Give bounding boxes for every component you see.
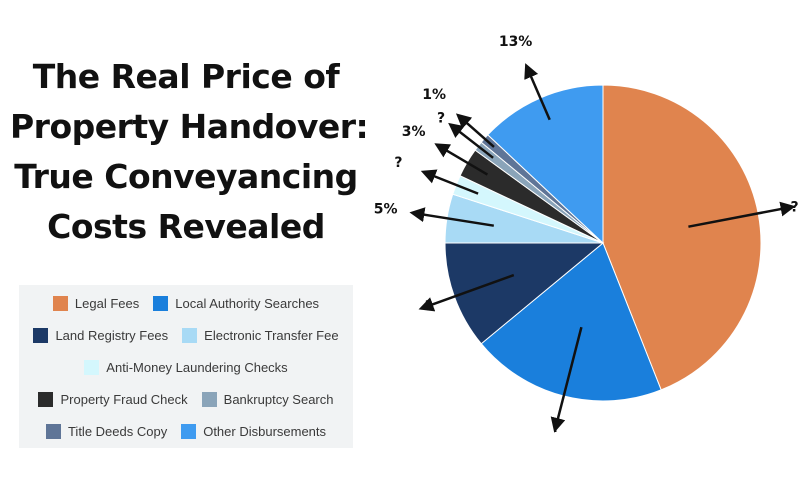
- legend-label: Anti-Money Laundering Checks: [106, 359, 288, 375]
- legend-item: Property Fraud Check: [38, 391, 188, 407]
- legend-item: Electronic Transfer Fee: [182, 327, 339, 343]
- callout-arrow-electronic-transfer-fee: [409, 207, 494, 227]
- legend-swatch: [84, 359, 100, 375]
- legend-swatch: [201, 391, 217, 407]
- legend-label: Electronic Transfer Fee: [204, 327, 339, 343]
- legend-item: Bankruptcy Search: [201, 391, 334, 407]
- legend-item: Other Disbursements: [181, 423, 327, 439]
- callout-arrow-anti-money-laundering-checks: [420, 169, 479, 195]
- title-line-4: Costs Revealed: [47, 207, 325, 246]
- callout-arrow-bankruptcy-search: [448, 122, 494, 159]
- title-line-3: True Conveyancing: [14, 157, 358, 196]
- legend-swatch: [38, 391, 54, 407]
- legend-label: Land Registry Fees: [55, 327, 169, 343]
- legend-row: Land Registry Fees Electronic Transfer Fe…: [19, 326, 353, 344]
- legend-row: Legal Fees Local Authority Searches: [19, 294, 353, 312]
- legend-swatch: [182, 327, 198, 343]
- legend-label: Other Disbursements: [203, 423, 327, 439]
- callout-arrow-local-authority-searches: [550, 326, 583, 433]
- legend-label: Local Authority Searches: [175, 295, 320, 311]
- callout-label-property-fraud-check: 3%: [402, 124, 426, 140]
- chart-title: The Real Price of Property Handover: Tru…: [10, 52, 369, 252]
- legend-swatch: [52, 295, 68, 311]
- legend-item: Land Registry Fees: [33, 327, 169, 343]
- callout-label-land-registry-fees: ?: [425, 299, 433, 315]
- legend-swatch: [181, 423, 197, 439]
- callout-label-bankruptcy-search: ?: [437, 110, 445, 126]
- legend-item: Title Deeds Copy: [45, 423, 168, 439]
- callout-label-other-disbursements: 13%: [499, 34, 533, 50]
- legend-item: Local Authority Searches: [153, 295, 320, 311]
- callout-arrow-title-deeds-copy: [455, 113, 495, 148]
- legend-item: Anti-Money Laundering Checks: [84, 359, 288, 375]
- callout-label-anti-money-laundering-checks: ?: [394, 155, 402, 171]
- title-line-2: Property Handover:: [10, 107, 369, 146]
- legend-label: Property Fraud Check: [60, 391, 188, 407]
- callout-arrow-other-disbursements: [524, 63, 551, 121]
- legend-label: Legal Fees: [74, 295, 140, 311]
- chart-legend: Legal Fees Local Authority Searches Land R…: [19, 285, 353, 448]
- callout-label-local-authority-searches: ?: [552, 420, 560, 436]
- legend-swatch: [153, 295, 169, 311]
- callout-arrow-land-registry-fees: [418, 273, 515, 312]
- callout-arrow-legal-fees: [688, 201, 796, 228]
- legend-row: Title Deeds Copy Other Disbursements: [19, 422, 353, 440]
- legend-item: Legal Fees: [52, 295, 140, 311]
- callout-arrow-property-fraud-check: [434, 143, 489, 176]
- legend-swatch: [45, 423, 61, 439]
- callout-label-legal-fees: ?: [790, 200, 798, 216]
- legend-row: Anti-Money Laundering Checks: [19, 358, 353, 376]
- legend-swatch: [33, 327, 49, 343]
- callout-label-title-deeds-copy: 1%: [422, 87, 446, 103]
- legend-label: Bankruptcy Search: [223, 391, 334, 407]
- legend-label: Title Deeds Copy: [67, 423, 168, 439]
- legend-row: Property Fraud Check Bankruptcy Search: [19, 390, 353, 408]
- title-line-1: The Real Price of: [32, 57, 340, 96]
- callout-label-electronic-transfer-fee: 5%: [374, 202, 398, 218]
